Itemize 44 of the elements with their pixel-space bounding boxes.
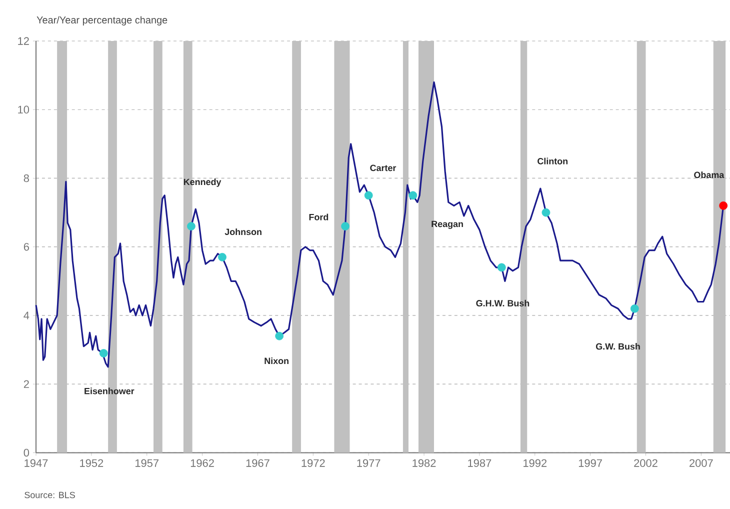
- x-tick-label: 1967: [246, 459, 270, 467]
- point: [187, 222, 196, 230]
- x-tick-label: 1992: [524, 459, 547, 467]
- x-tick-label: 1997: [578, 459, 602, 467]
- point: [341, 222, 350, 230]
- y-tick-label: 4: [24, 312, 30, 320]
- annotation: Carter: [370, 164, 396, 172]
- point: [218, 252, 226, 262]
- x-tick-label: 1957: [136, 459, 158, 467]
- point: [719, 201, 728, 210]
- y-tick-label: 12: [18, 37, 29, 45]
- point: [364, 191, 373, 200]
- x-tick-label: 1947: [24, 459, 48, 467]
- y-tick-label: 10: [18, 106, 30, 114]
- point: [497, 263, 506, 272]
- annotation: G.W. Bush: [596, 343, 640, 350]
- annotation: G.H.W. Bush: [476, 300, 530, 306]
- x-tick-label: 2007: [690, 459, 713, 467]
- annotation: Johnson: [224, 228, 262, 236]
- x-tick-label: 1987: [468, 459, 492, 467]
- y-tick-label: 6: [24, 242, 29, 251]
- annotation: Obama: [694, 172, 724, 178]
- annotation: Ford: [309, 214, 328, 220]
- point: [99, 349, 108, 358]
- annotation: Kennedy: [184, 178, 222, 187]
- y-axis-title: Year/Year percentage change: [36, 16, 168, 26]
- y-tick-label: 0: [24, 448, 30, 457]
- point: [408, 191, 418, 200]
- x-tick-label: 2002: [634, 459, 658, 467]
- y-tick-label: 8: [24, 174, 29, 182]
- point: [542, 208, 550, 217]
- x-tick-label: 1972: [302, 459, 325, 467]
- annotation: Reagan: [432, 220, 463, 229]
- point: [275, 332, 284, 340]
- x-tick-label: 1982: [412, 459, 436, 467]
- annotation: Eisenhower: [84, 388, 134, 394]
- y-tick-label: 2: [24, 380, 29, 388]
- annotation: Nixon: [264, 357, 288, 364]
- x-tick-label: 1977: [357, 459, 380, 467]
- annotation: Clinton: [538, 158, 568, 164]
- point: [630, 304, 639, 313]
- source-note: Source: BLS: [24, 492, 75, 498]
- x-tick-label: 1962: [190, 459, 214, 467]
- x-tick-label: 1952: [80, 459, 104, 467]
